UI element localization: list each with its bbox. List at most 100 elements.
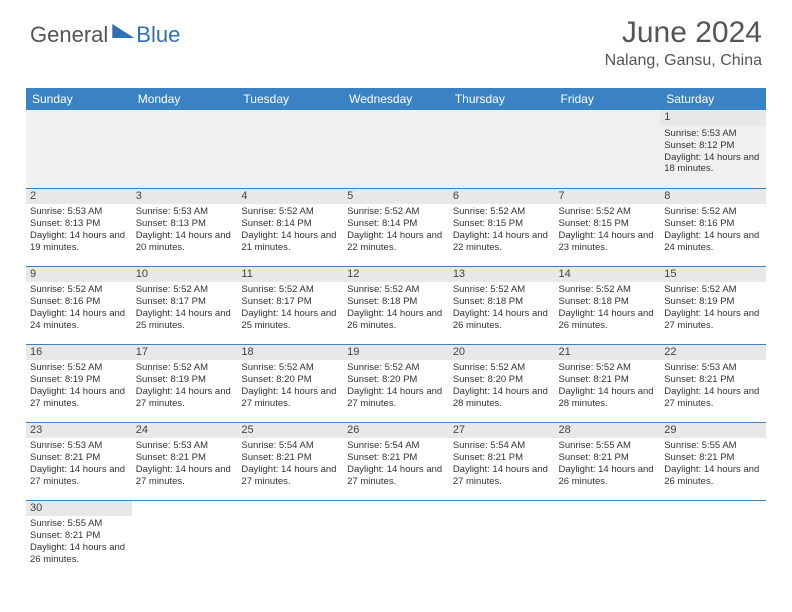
calendar-cell: 25Sunrise: 5:54 AMSunset: 8:21 PMDayligh… <box>237 422 343 500</box>
daylight-line: Daylight: 14 hours and 22 minutes. <box>347 230 445 254</box>
calendar-cell: 10Sunrise: 5:52 AMSunset: 8:17 PMDayligh… <box>132 266 238 344</box>
calendar-cell: 19Sunrise: 5:52 AMSunset: 8:20 PMDayligh… <box>343 344 449 422</box>
daylight-line: Daylight: 14 hours and 18 minutes. <box>664 152 762 176</box>
calendar-cell: 14Sunrise: 5:52 AMSunset: 8:18 PMDayligh… <box>555 266 661 344</box>
day-number: 7 <box>555 189 661 205</box>
weekday-header: Monday <box>132 88 238 110</box>
sunrise-line: Sunrise: 5:52 AM <box>453 284 551 296</box>
daylight-line: Daylight: 14 hours and 26 minutes. <box>347 308 445 332</box>
day-number: 12 <box>343 267 449 283</box>
calendar-cell <box>237 110 343 188</box>
daylight-line: Daylight: 14 hours and 23 minutes. <box>559 230 657 254</box>
calendar-cell: 15Sunrise: 5:52 AMSunset: 8:19 PMDayligh… <box>660 266 766 344</box>
sunset-line: Sunset: 8:19 PM <box>30 374 128 386</box>
day-number: 21 <box>555 345 661 361</box>
sunset-line: Sunset: 8:21 PM <box>347 452 445 464</box>
calendar-cell: 9Sunrise: 5:52 AMSunset: 8:16 PMDaylight… <box>26 266 132 344</box>
sunset-line: Sunset: 8:20 PM <box>453 374 551 386</box>
sunset-line: Sunset: 8:15 PM <box>453 218 551 230</box>
calendar-cell: 26Sunrise: 5:54 AMSunset: 8:21 PMDayligh… <box>343 422 449 500</box>
sunrise-line: Sunrise: 5:53 AM <box>664 362 762 374</box>
daylight-line: Daylight: 14 hours and 28 minutes. <box>453 386 551 410</box>
calendar-cell: 20Sunrise: 5:52 AMSunset: 8:20 PMDayligh… <box>449 344 555 422</box>
weekday-header: Friday <box>555 88 661 110</box>
calendar-cell <box>449 110 555 188</box>
weekday-header: Wednesday <box>343 88 449 110</box>
daylight-line: Daylight: 14 hours and 24 minutes. <box>30 308 128 332</box>
sunset-line: Sunset: 8:18 PM <box>347 296 445 308</box>
calendar-cell <box>660 500 766 578</box>
sunset-line: Sunset: 8:12 PM <box>664 140 762 152</box>
daylight-line: Daylight: 14 hours and 27 minutes. <box>453 464 551 488</box>
sunrise-line: Sunrise: 5:52 AM <box>347 362 445 374</box>
sunset-line: Sunset: 8:21 PM <box>453 452 551 464</box>
daylight-line: Daylight: 14 hours and 27 minutes. <box>664 386 762 410</box>
weekday-header: Tuesday <box>237 88 343 110</box>
daylight-line: Daylight: 14 hours and 27 minutes. <box>347 386 445 410</box>
daylight-line: Daylight: 14 hours and 27 minutes. <box>664 308 762 332</box>
sunset-line: Sunset: 8:21 PM <box>559 374 657 386</box>
calendar-cell: 23Sunrise: 5:53 AMSunset: 8:21 PMDayligh… <box>26 422 132 500</box>
sunrise-line: Sunrise: 5:52 AM <box>559 284 657 296</box>
sunrise-line: Sunrise: 5:52 AM <box>30 284 128 296</box>
daylight-line: Daylight: 14 hours and 21 minutes. <box>241 230 339 254</box>
sunset-line: Sunset: 8:14 PM <box>347 218 445 230</box>
sunrise-line: Sunrise: 5:52 AM <box>453 362 551 374</box>
sunrise-line: Sunrise: 5:54 AM <box>347 440 445 452</box>
daylight-line: Daylight: 14 hours and 27 minutes. <box>241 386 339 410</box>
calendar-cell <box>555 500 661 578</box>
flag-icon <box>112 24 134 38</box>
sunset-line: Sunset: 8:21 PM <box>664 452 762 464</box>
calendar-cell: 17Sunrise: 5:52 AMSunset: 8:19 PMDayligh… <box>132 344 238 422</box>
day-number: 14 <box>555 267 661 283</box>
sunset-line: Sunset: 8:21 PM <box>136 452 234 464</box>
sunset-line: Sunset: 8:16 PM <box>30 296 128 308</box>
daylight-line: Daylight: 14 hours and 27 minutes. <box>241 464 339 488</box>
calendar-cell: 3Sunrise: 5:53 AMSunset: 8:13 PMDaylight… <box>132 188 238 266</box>
weekday-header: Sunday <box>26 88 132 110</box>
calendar-header: SundayMondayTuesdayWednesdayThursdayFrid… <box>26 88 766 110</box>
daylight-line: Daylight: 14 hours and 20 minutes. <box>136 230 234 254</box>
sunrise-line: Sunrise: 5:52 AM <box>347 284 445 296</box>
calendar-cell <box>132 500 238 578</box>
daylight-line: Daylight: 14 hours and 26 minutes. <box>30 542 128 566</box>
sunset-line: Sunset: 8:21 PM <box>664 374 762 386</box>
day-number: 13 <box>449 267 555 283</box>
calendar-cell: 11Sunrise: 5:52 AMSunset: 8:17 PMDayligh… <box>237 266 343 344</box>
sunrise-line: Sunrise: 5:52 AM <box>559 362 657 374</box>
day-number: 26 <box>343 423 449 439</box>
sunrise-line: Sunrise: 5:53 AM <box>664 128 762 140</box>
day-number: 25 <box>237 423 343 439</box>
sunset-line: Sunset: 8:20 PM <box>347 374 445 386</box>
daylight-line: Daylight: 14 hours and 24 minutes. <box>664 230 762 254</box>
sunset-line: Sunset: 8:21 PM <box>30 530 128 542</box>
daylight-line: Daylight: 14 hours and 26 minutes. <box>559 464 657 488</box>
sunrise-line: Sunrise: 5:52 AM <box>136 362 234 374</box>
calendar-cell: 29Sunrise: 5:55 AMSunset: 8:21 PMDayligh… <box>660 422 766 500</box>
sunrise-line: Sunrise: 5:52 AM <box>30 362 128 374</box>
day-number: 5 <box>343 189 449 205</box>
calendar-cell: 18Sunrise: 5:52 AMSunset: 8:20 PMDayligh… <box>237 344 343 422</box>
day-number: 17 <box>132 345 238 361</box>
calendar-cell: 24Sunrise: 5:53 AMSunset: 8:21 PMDayligh… <box>132 422 238 500</box>
weekday-header: Thursday <box>449 88 555 110</box>
calendar-cell: 21Sunrise: 5:52 AMSunset: 8:21 PMDayligh… <box>555 344 661 422</box>
day-number: 19 <box>343 345 449 361</box>
day-number: 1 <box>660 110 766 126</box>
sunrise-line: Sunrise: 5:52 AM <box>347 206 445 218</box>
brand-logo: General Blue <box>30 22 180 48</box>
calendar-cell: 8Sunrise: 5:52 AMSunset: 8:16 PMDaylight… <box>660 188 766 266</box>
calendar-table: SundayMondayTuesdayWednesdayThursdayFrid… <box>26 88 766 578</box>
sunrise-line: Sunrise: 5:55 AM <box>664 440 762 452</box>
sunset-line: Sunset: 8:19 PM <box>664 296 762 308</box>
day-number: 22 <box>660 345 766 361</box>
daylight-line: Daylight: 14 hours and 27 minutes. <box>347 464 445 488</box>
sunset-line: Sunset: 8:13 PM <box>30 218 128 230</box>
sunset-line: Sunset: 8:14 PM <box>241 218 339 230</box>
day-number: 20 <box>449 345 555 361</box>
day-number: 9 <box>26 267 132 283</box>
daylight-line: Daylight: 14 hours and 19 minutes. <box>30 230 128 254</box>
sunset-line: Sunset: 8:16 PM <box>664 218 762 230</box>
header: General Blue June 2024 Nalang, Gansu, Ch… <box>0 0 792 78</box>
calendar-cell <box>555 110 661 188</box>
